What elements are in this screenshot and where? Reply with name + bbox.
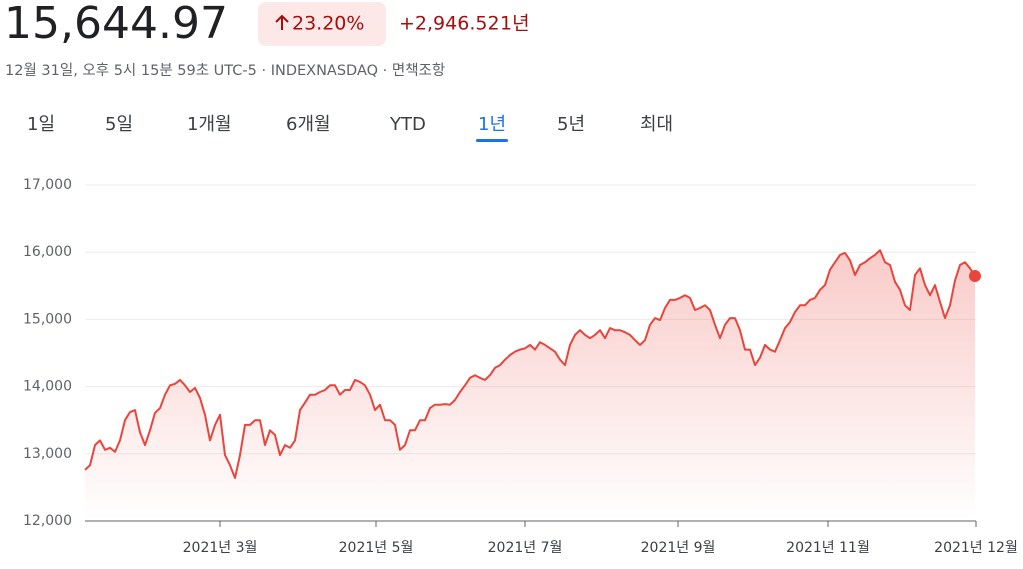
change-percent: 23.20%: [292, 13, 364, 35]
tab[interactable]: 최대: [640, 114, 673, 135]
area-fill: [85, 250, 975, 521]
y-tick-label: 16,000: [23, 244, 72, 260]
subtitle: 12월 31일, 오후 5시 15분 59초 UTC-5 · INDEXNASD…: [5, 62, 445, 79]
y-tick-label: 13,000: [23, 446, 72, 462]
tab-underline: [476, 139, 509, 142]
y-tick-label: 17,000: [23, 177, 72, 193]
tab[interactable]: YTD: [389, 114, 426, 135]
change-badge: [258, 2, 386, 46]
tab[interactable]: 1개월: [187, 114, 232, 135]
x-tick-label: 2021년 12월: [934, 540, 1018, 556]
x-tick-label: 2021년 3월: [183, 540, 258, 556]
change-period: 1년: [500, 13, 530, 35]
tab[interactable]: 5일: [105, 114, 133, 135]
y-tick-label: 14,000: [23, 379, 72, 395]
tab[interactable]: 6개월: [286, 114, 331, 135]
y-tick-label: 15,000: [23, 311, 72, 327]
x-tick-label: 2021년 9월: [641, 540, 716, 556]
tab[interactable]: 5년: [557, 114, 585, 135]
change-value: +2,946.52: [399, 13, 500, 35]
x-tick-label: 2021년 7월: [488, 540, 563, 556]
y-tick-label: 12,000: [23, 513, 72, 529]
x-tick-label: 2021년 5월: [339, 540, 414, 556]
tab-bar: 1일 5일 1개월 6개월 YTD 1년 5년 최대: [27, 114, 673, 142]
up-arrow-icon: [275, 14, 289, 30]
tab[interactable]: 1일: [27, 114, 55, 135]
last-point: [969, 270, 981, 283]
chart: 12,000 13,000 14,000 15,000 16,000 17,000 2021…: [23, 177, 1018, 556]
price: 15,644.97: [4, 0, 228, 49]
x-tick-label: 2021년 11월: [786, 540, 870, 556]
tab[interactable]: 1년: [478, 114, 506, 135]
price-line: [84, 249, 976, 479]
